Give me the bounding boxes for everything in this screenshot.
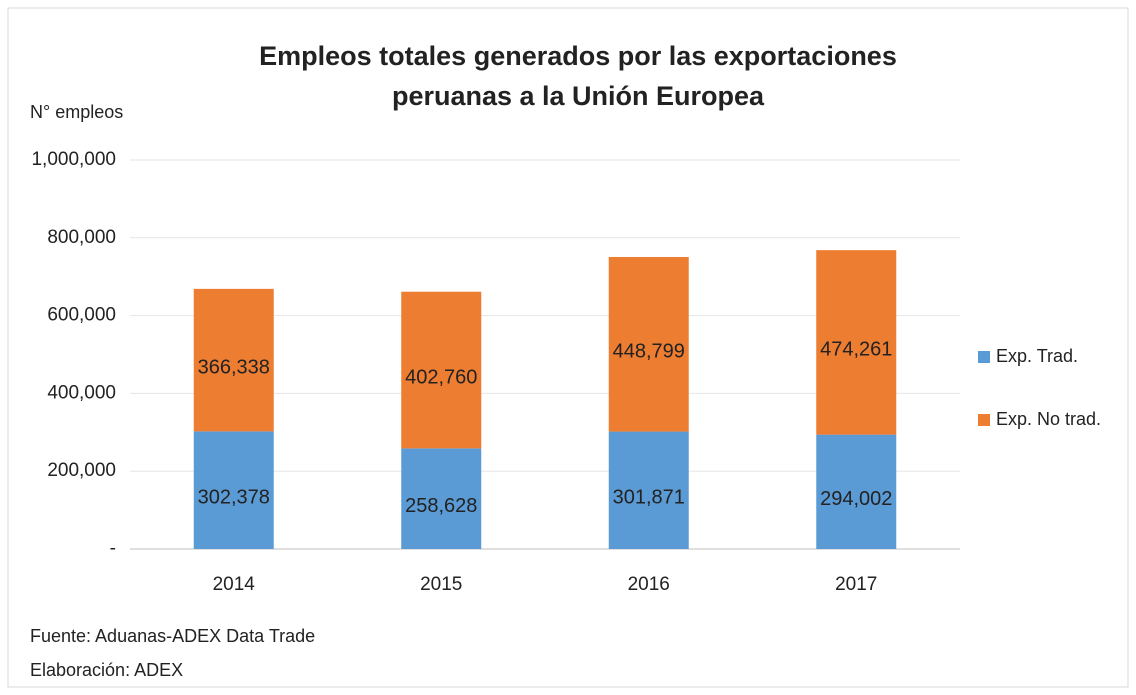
x-tick-label: 2017	[835, 574, 877, 595]
data-label: 402,760	[405, 366, 477, 388]
data-label: 448,799	[613, 341, 685, 363]
data-label: 294,002	[820, 488, 892, 510]
y-axis-label: N° empleos	[30, 102, 123, 122]
note: Fuente: Aduanas-ADEX Data Trade	[30, 626, 315, 646]
bar-segment	[401, 448, 482, 549]
bar-segment	[193, 288, 274, 432]
x-tick-label: 2016	[628, 574, 670, 595]
y-tick-label: 200,000	[47, 460, 116, 481]
x-tick-label: 2015	[420, 574, 462, 595]
bar-segment	[608, 256, 689, 432]
data-label: 302,378	[198, 486, 270, 508]
chart-title: Empleos totales generados por las export…	[259, 41, 897, 71]
note: Elaboración: ADEX	[30, 660, 183, 680]
chart-title: peruanas a la Unión Europea	[392, 81, 765, 111]
bar-segment	[608, 431, 689, 549]
bar-segment	[193, 431, 274, 549]
y-tick-label: -	[110, 538, 116, 559]
y-tick-label: 400,000	[47, 382, 116, 403]
legend-label: Exp. Trad.	[996, 346, 1078, 366]
y-tick-label: 1,000,000	[31, 149, 116, 170]
legend-label: Exp. No trad.	[996, 409, 1101, 429]
legend-swatch	[978, 351, 990, 363]
data-label: 258,628	[405, 495, 477, 517]
data-label: 301,871	[613, 487, 685, 509]
bar-segment	[401, 291, 482, 449]
x-tick-label: 2014	[213, 574, 256, 595]
bar-segment	[816, 250, 897, 435]
y-tick-label: 600,000	[47, 305, 116, 326]
legend-swatch	[978, 414, 990, 426]
data-label: 366,338	[198, 356, 270, 378]
data-label: 474,261	[820, 339, 892, 361]
y-tick-label: 800,000	[47, 227, 116, 248]
bar-segment	[816, 434, 897, 549]
